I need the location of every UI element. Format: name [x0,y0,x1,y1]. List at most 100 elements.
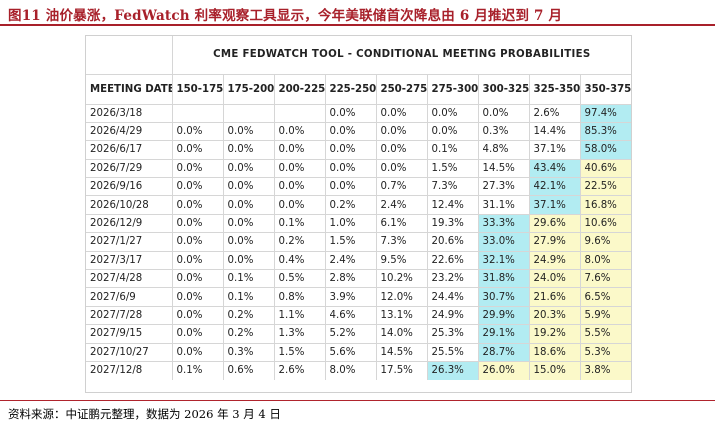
probability-cell [223,104,275,123]
column-header-rate-range: 250-275 [376,74,428,105]
probability-cell: 0.1% [172,361,224,380]
probability-cell: 16.8% [580,195,632,215]
probability-cell: 0.3% [223,343,275,362]
probability-cell: 25.3% [427,324,479,344]
meeting-date-cell: 2027/3/17 [86,251,173,271]
table-row: 2026/9/16 0.0% 0.0% 0.0% 0.0% 0.7% 7.3% 27.3% 42… [86,177,632,197]
meeting-date-cell: 2026/10/28 [86,195,173,215]
probability-cell: 31.1% [478,195,530,215]
probability-cell: 0.1% [223,287,275,307]
column-header-rate-range: 200-225 [274,74,326,105]
probability-cell: 0.0% [223,251,275,271]
probability-cell: 0.0% [172,287,224,307]
probability-cell: 0.0% [376,104,428,123]
table-row: 2027/7/28 0.0% 0.2% 1.1% 4.6% 13.1% 24.9% 29.9%… [86,306,632,326]
probability-cell: 0.2% [325,195,377,215]
probability-cell: 0.0% [376,122,428,142]
probability-cell: 1.1% [274,306,326,326]
probability-cell: 0.1% [274,214,326,234]
probability-cell: 1.0% [325,214,377,234]
probability-cell: 30.7% [478,287,530,307]
probability-cell: 1.5% [427,159,479,179]
probability-cell: 2.6% [529,104,581,123]
probability-cell: 37.1% [529,140,581,160]
probability-cell: 26.0% [478,361,530,380]
probability-cell: 3.8% [580,361,632,380]
probability-cell: 14.5% [478,159,530,179]
table-header-row: MEETING DATE 150-175 175-200 200-225 225-250… [86,74,632,105]
probability-cell: 0.7% [376,177,428,197]
probability-cell: 24.0% [529,269,581,289]
probability-cell: 24.4% [427,287,479,307]
probability-cell: 31.8% [478,269,530,289]
probability-cell: 0.2% [223,324,275,344]
probability-cell: 0.0% [274,140,326,160]
probability-cell: 0.0% [172,159,224,179]
probability-cell: 0.1% [427,140,479,160]
probability-cell: 14.0% [376,324,428,344]
probability-cell: 22.6% [427,251,479,271]
probability-cell: 0.0% [172,343,224,362]
probability-cell: 0.0% [325,177,377,197]
meeting-date-cell: 2026/9/16 [86,177,173,197]
fedwatch-probability-table: CME FEDWATCH TOOL - CONDITIONAL MEETING … [86,36,632,380]
probability-cell: 9.5% [376,251,428,271]
meeting-date-cell: 2026/3/18 [86,104,173,123]
probability-cell: 12.0% [376,287,428,307]
probability-cell: 0.0% [172,251,224,271]
probability-cell: 0.4% [274,251,326,271]
table-row: 2026/10/28 0.0% 0.0% 0.0% 0.2% 2.4% 12.4% 31.1%… [86,195,632,215]
probability-cell: 0.0% [427,104,479,123]
probability-cell: 58.0% [580,140,632,160]
table-row: 2026/4/29 0.0% 0.0% 0.0% 0.0% 0.0% 0.0% 0.3% 14.… [86,122,632,142]
probability-cell: 33.3% [478,214,530,234]
table-row: 2027/3/17 0.0% 0.0% 0.4% 2.4% 9.5% 22.6% 32.1% 2… [86,251,632,271]
table-row: 2026/3/18 0.0% 0.0% 0.0% 0.0% 2.6% 97.4% [86,104,632,123]
probability-cell: 21.6% [529,287,581,307]
probability-cell: 0.0% [325,122,377,142]
meeting-date-cell: 2027/12/8 [86,361,173,380]
probability-cell: 2.4% [376,195,428,215]
meeting-date-cell: 2026/6/17 [86,140,173,160]
probability-cell: 29.1% [478,324,530,344]
probability-cell: 20.6% [427,232,479,252]
banner-blank-cell [86,36,173,75]
source-divider [0,400,715,401]
probability-cell: 0.3% [478,122,530,142]
probability-cell: 4.6% [325,306,377,326]
probability-cell: 0.0% [223,195,275,215]
probability-cell: 0.0% [172,140,224,160]
probability-cell: 0.0% [172,214,224,234]
column-header-rate-range: 350-375 [580,74,632,105]
probability-cell: 0.5% [274,269,326,289]
probability-cell: 8.0% [580,251,632,271]
probability-cell: 10.2% [376,269,428,289]
table-banner-title: CME FEDWATCH TOOL - CONDITIONAL MEETING … [172,36,632,75]
probability-cell: 29.9% [478,306,530,326]
probability-cell: 0.2% [223,306,275,326]
column-header-rate-range: 325-350 [529,74,581,105]
probability-cell: 0.0% [223,214,275,234]
probability-cell: 0.0% [274,195,326,215]
probability-cell: 97.4% [580,104,632,123]
probability-cell: 0.0% [223,140,275,160]
probability-cell: 0.0% [325,104,377,123]
column-header-rate-range: 275-300 [427,74,479,105]
probability-cell: 0.0% [223,232,275,252]
probability-cell: 0.0% [172,232,224,252]
probability-cell: 24.9% [529,251,581,271]
probability-cell: 0.0% [376,140,428,160]
probability-cell: 13.1% [376,306,428,326]
title-divider [0,24,715,26]
probability-cell: 85.3% [580,122,632,142]
table-row: 2027/6/9 0.0% 0.1% 0.8% 3.9% 12.0% 24.4% 30.7% 2… [86,287,632,307]
probability-cell: 33.0% [478,232,530,252]
probability-cell: 40.6% [580,159,632,179]
probability-cell [274,104,326,123]
probability-cell: 0.0% [172,306,224,326]
probability-cell: 20.3% [529,306,581,326]
probability-cell: 0.0% [172,269,224,289]
probability-cell: 4.8% [478,140,530,160]
fedwatch-table-panel: CME FEDWATCH TOOL - CONDITIONAL MEETING … [85,35,632,393]
meeting-date-cell: 2026/4/29 [86,122,173,142]
